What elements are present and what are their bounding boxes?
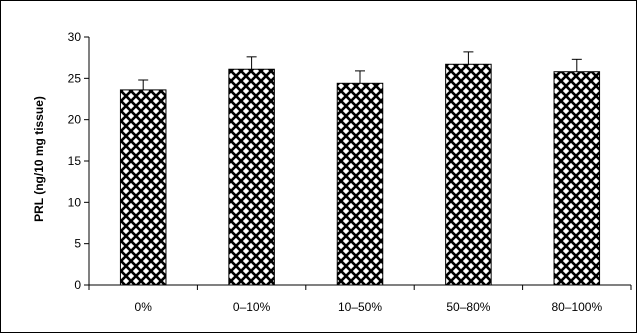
bar-4: [553, 71, 601, 286]
x-tick-label-3: 50–80%: [446, 300, 490, 314]
x-axis: [88, 284, 632, 290]
y-tick-label-1: 5: [74, 237, 81, 251]
y-tick-label-6: 30: [68, 30, 82, 44]
x-tick-label-2: 10–50%: [338, 300, 382, 314]
y-tick-label-4: 20: [68, 113, 82, 127]
bar-1: [228, 68, 275, 286]
x-tick-label-4: 80–100%: [551, 300, 602, 314]
y-axis-title: PRL (ng/10 mg tissue): [32, 96, 46, 222]
y-tick-label-3: 15: [68, 154, 82, 168]
y-tick-label-0: 0: [74, 278, 81, 292]
y-tick-label-5: 25: [68, 71, 82, 85]
x-tick-labels: 0% 0–10% 10–50% 50–80% 80–100%: [135, 300, 603, 314]
bar-2: [336, 82, 384, 286]
y-tick-labels: 0 5 10 15 20 25 30: [68, 30, 82, 292]
error-bars: [138, 51, 582, 90]
x-tick-label-0: 0%: [135, 300, 153, 314]
y-tick-label-2: 10: [68, 195, 82, 209]
bars: [119, 63, 601, 286]
x-tick-label-1: 0–10%: [233, 300, 271, 314]
bar-0: [119, 89, 167, 286]
y-axis: [84, 36, 90, 286]
bar-3: [445, 63, 492, 286]
